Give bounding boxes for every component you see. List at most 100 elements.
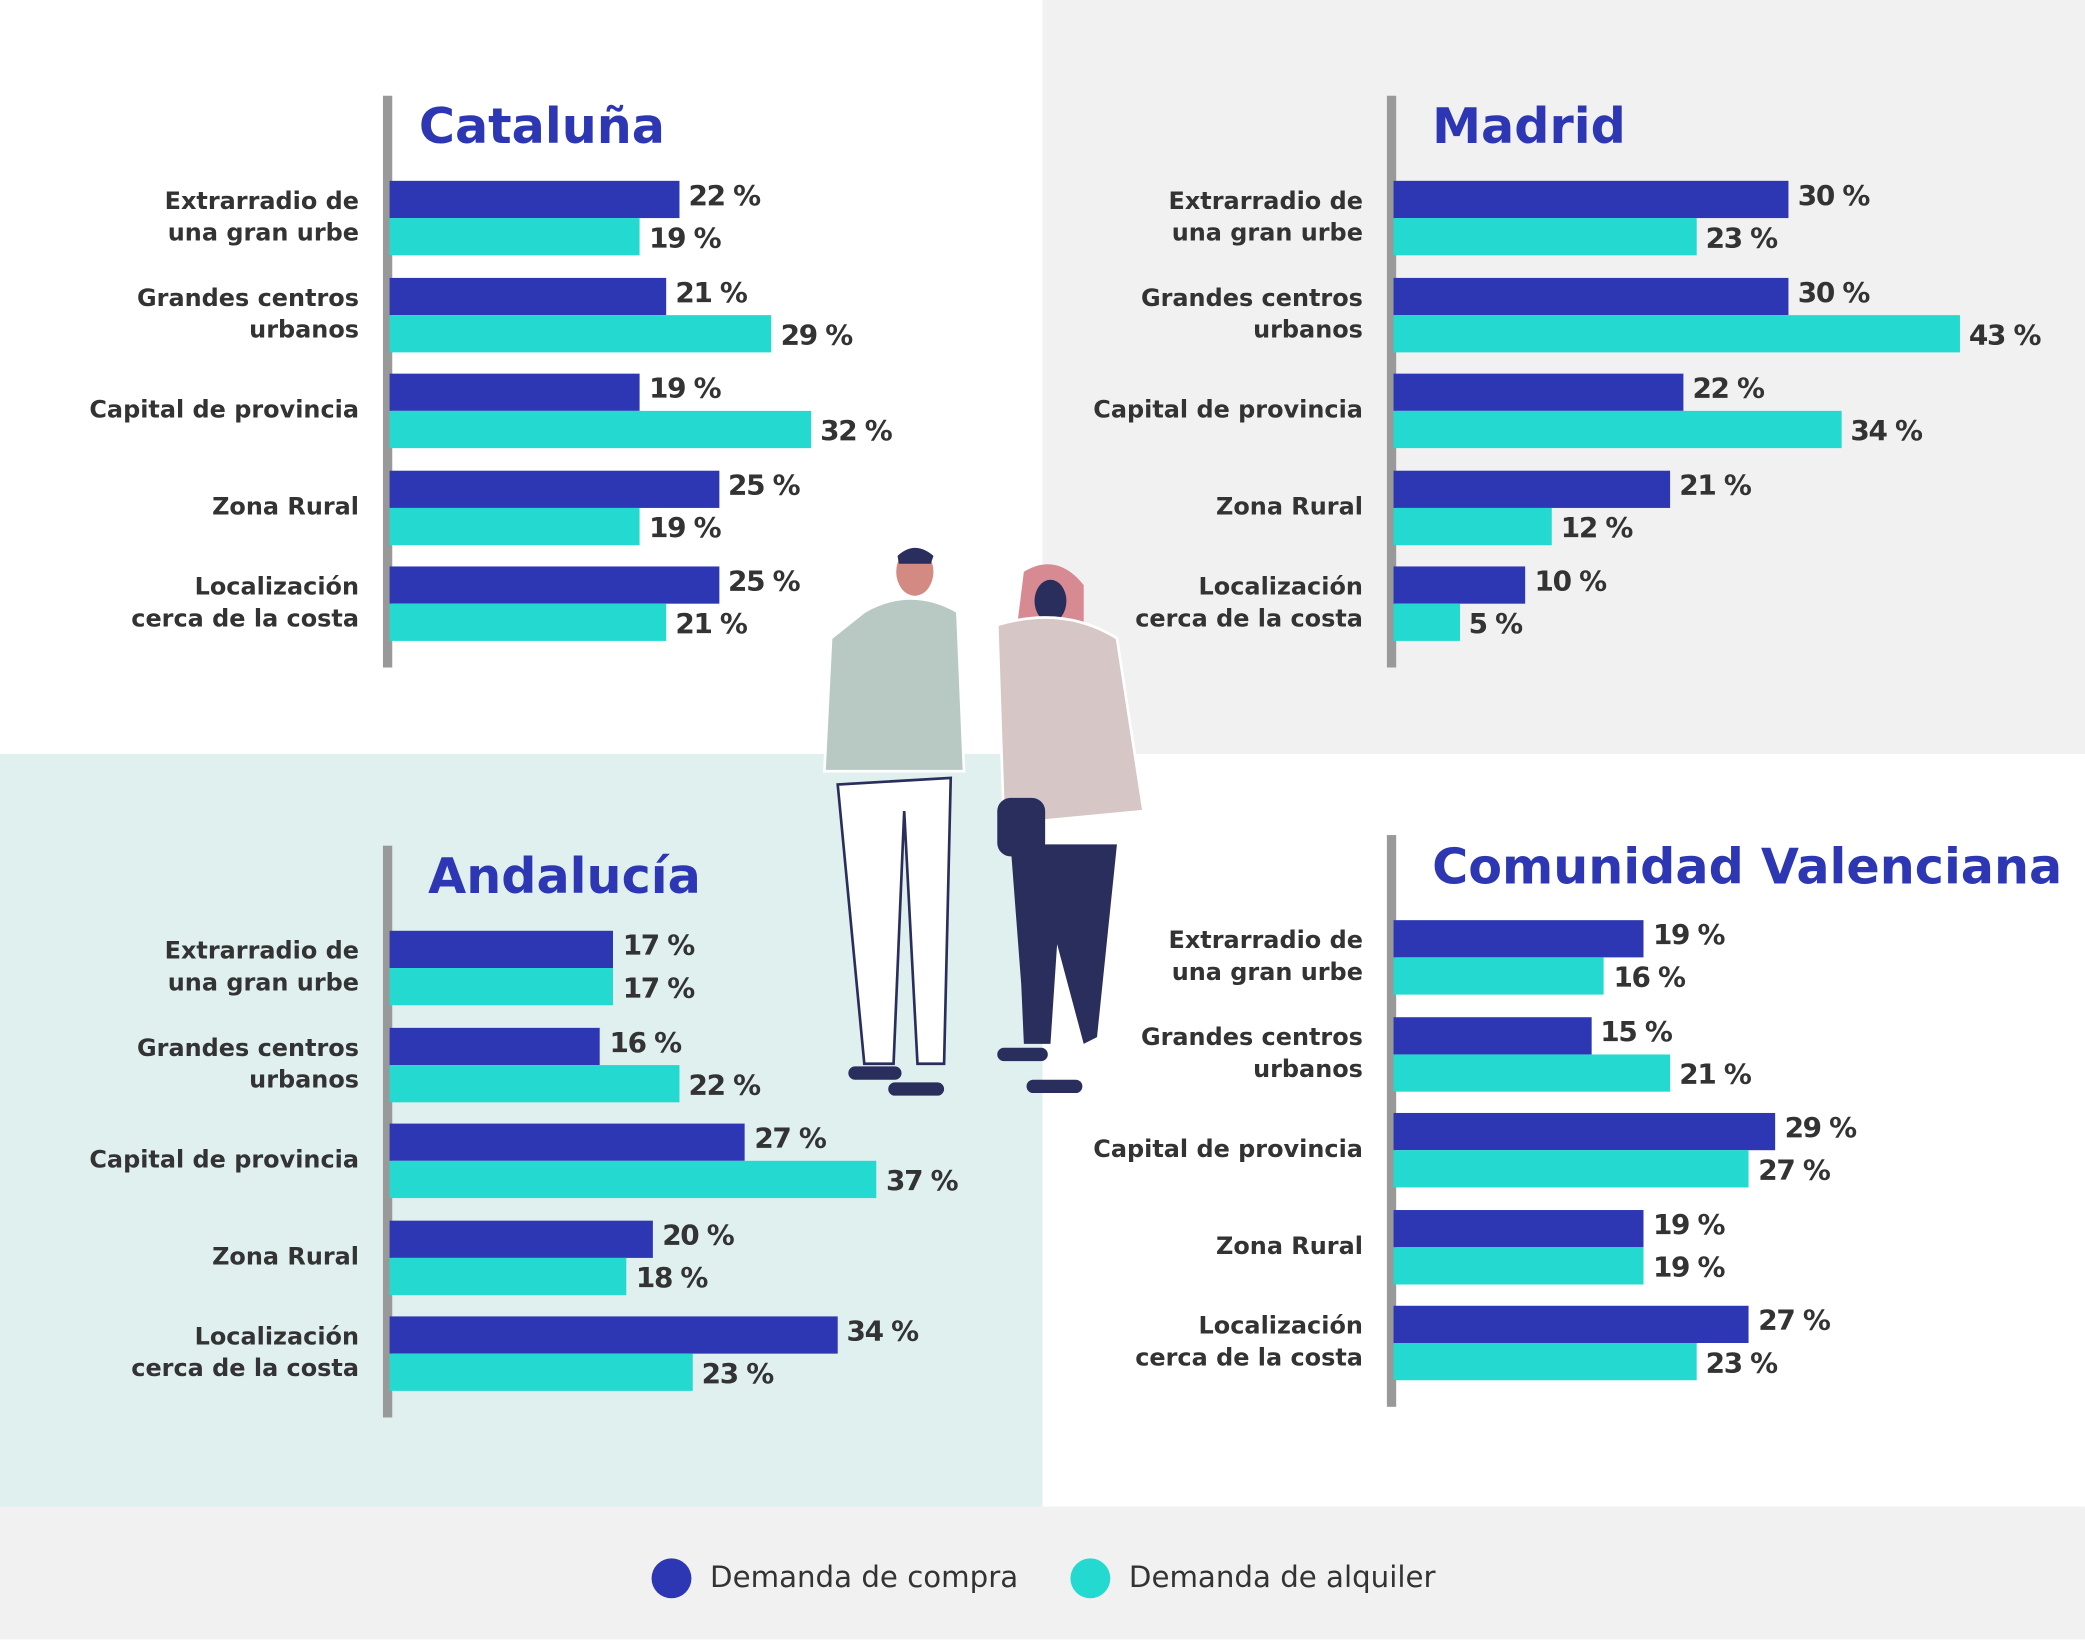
value-label: 23 % (1705, 1346, 1779, 1379)
category-label: Grandes centros urbanos (1140, 1023, 1363, 1084)
category-label: Extrarradio de una gran urbe (164, 187, 360, 248)
value-label: 16 % (609, 1025, 683, 1058)
value-label: 12 % (1560, 511, 1634, 544)
category-label: Capital de provincia (89, 1146, 360, 1175)
value-label: 15 % (1600, 1015, 1673, 1048)
value-label: 43 % (1968, 318, 2042, 351)
bar (1393, 957, 1605, 995)
legend-label: Demanda de compra (710, 1561, 1019, 1595)
category-label: Zona Rural (212, 1242, 360, 1271)
bar (389, 180, 680, 219)
value-label: 18 % (635, 1261, 709, 1294)
bar (389, 1316, 838, 1354)
legend-marker (651, 1558, 692, 1599)
value-label: 30 % (1797, 179, 1871, 212)
value-label: 32 % (820, 414, 893, 447)
bar (389, 566, 719, 604)
bar (389, 1027, 601, 1065)
bar (389, 1219, 653, 1258)
axis-line (382, 845, 393, 1418)
value-label: 21 % (1679, 1057, 1752, 1090)
value-label: 19 % (1652, 1250, 1726, 1283)
value-label: 22 % (688, 1068, 762, 1101)
value-label: 19 % (649, 222, 722, 254)
bar (389, 470, 719, 508)
value-label: 19 % (1652, 1208, 1726, 1240)
category-label: Localización cerca de la costa (1135, 573, 1363, 633)
bar (389, 1123, 746, 1161)
bar (389, 277, 667, 315)
value-label: 22 % (688, 179, 762, 212)
bar (1393, 1305, 1749, 1343)
value-label: 34 % (846, 1315, 919, 1347)
axis-line (1386, 835, 1397, 1407)
category-label: Localización cerca de la costa (1135, 1312, 1363, 1373)
value-label: 16 % (1613, 961, 1686, 994)
category-label: Grandes centros urbanos (137, 1033, 360, 1094)
value-label: 20 % (662, 1218, 735, 1251)
value-label: 17 % (622, 972, 696, 1004)
bar (1393, 180, 1789, 219)
legend-marker (1070, 1558, 1111, 1599)
category-label: Capital de provincia (1093, 1135, 1363, 1164)
bar (389, 968, 614, 1006)
legend-label: Demanda de alquiler (1128, 1561, 1436, 1595)
bar (389, 1353, 693, 1391)
category-label: Localización cerca de la costa (131, 573, 360, 633)
category-label: Capital de provincia (89, 396, 360, 425)
bar (1393, 1053, 1670, 1092)
chart-title: Comunidad Valenciana (1432, 838, 2063, 896)
chart-title: Andalucía (428, 847, 701, 905)
bar (389, 314, 772, 352)
value-label: 19 % (649, 372, 722, 405)
chart-title: Cataluña (418, 97, 665, 155)
bar (389, 603, 667, 641)
value-label: 34 % (1850, 414, 1923, 447)
value-label: 37 % (885, 1164, 959, 1197)
category-label: Localización cerca de la costa (131, 1323, 360, 1383)
bar (1393, 373, 1684, 411)
category-label: Zona Rural (212, 492, 360, 521)
bar (1393, 277, 1789, 315)
bar (1393, 1150, 1749, 1188)
category-label: Zona Rural (1215, 1231, 1363, 1260)
bar (389, 218, 640, 256)
category-label: Extrarradio de una gran urbe (1168, 926, 1363, 987)
bar (1393, 1112, 1776, 1151)
value-label: 25 % (728, 468, 801, 501)
category-label: Grandes centros urbanos (1140, 283, 1363, 344)
legend-bg (0, 1506, 2085, 1640)
bar (1393, 507, 1552, 545)
category-label: Capital de provincia (1093, 396, 1363, 425)
bar (1393, 410, 1842, 449)
axis-line (1386, 95, 1397, 668)
value-label: 30 % (1797, 275, 1871, 308)
category-label: Grandes centros urbanos (137, 283, 360, 344)
bar (1393, 920, 1644, 958)
category-label: Zona Rural (1215, 492, 1363, 521)
bar (389, 1257, 627, 1295)
bar (389, 1064, 680, 1102)
category-label: Extrarradio de una gran urbe (164, 937, 360, 998)
value-label: 23 % (1705, 222, 1779, 254)
chart-title: Madrid (1432, 97, 1626, 155)
bar (1393, 470, 1670, 508)
value-label: 29 % (1784, 1111, 1858, 1144)
value-label: 22 % (1692, 372, 1765, 405)
bar (1393, 314, 1960, 352)
bar (389, 373, 640, 411)
value-label: 19 % (649, 511, 722, 544)
bar (389, 1160, 877, 1199)
value-label: 21 % (675, 607, 748, 640)
value-label: 17 % (622, 929, 696, 962)
bar (389, 410, 811, 449)
bar (389, 507, 640, 545)
bar (1393, 1016, 1591, 1054)
illustration (823, 547, 1146, 1096)
bar (389, 930, 614, 969)
value-label: 27 % (1758, 1154, 1831, 1187)
value-label: 29 % (780, 318, 854, 351)
value-label: 27 % (1758, 1304, 1831, 1337)
value-label: 21 % (675, 275, 748, 308)
